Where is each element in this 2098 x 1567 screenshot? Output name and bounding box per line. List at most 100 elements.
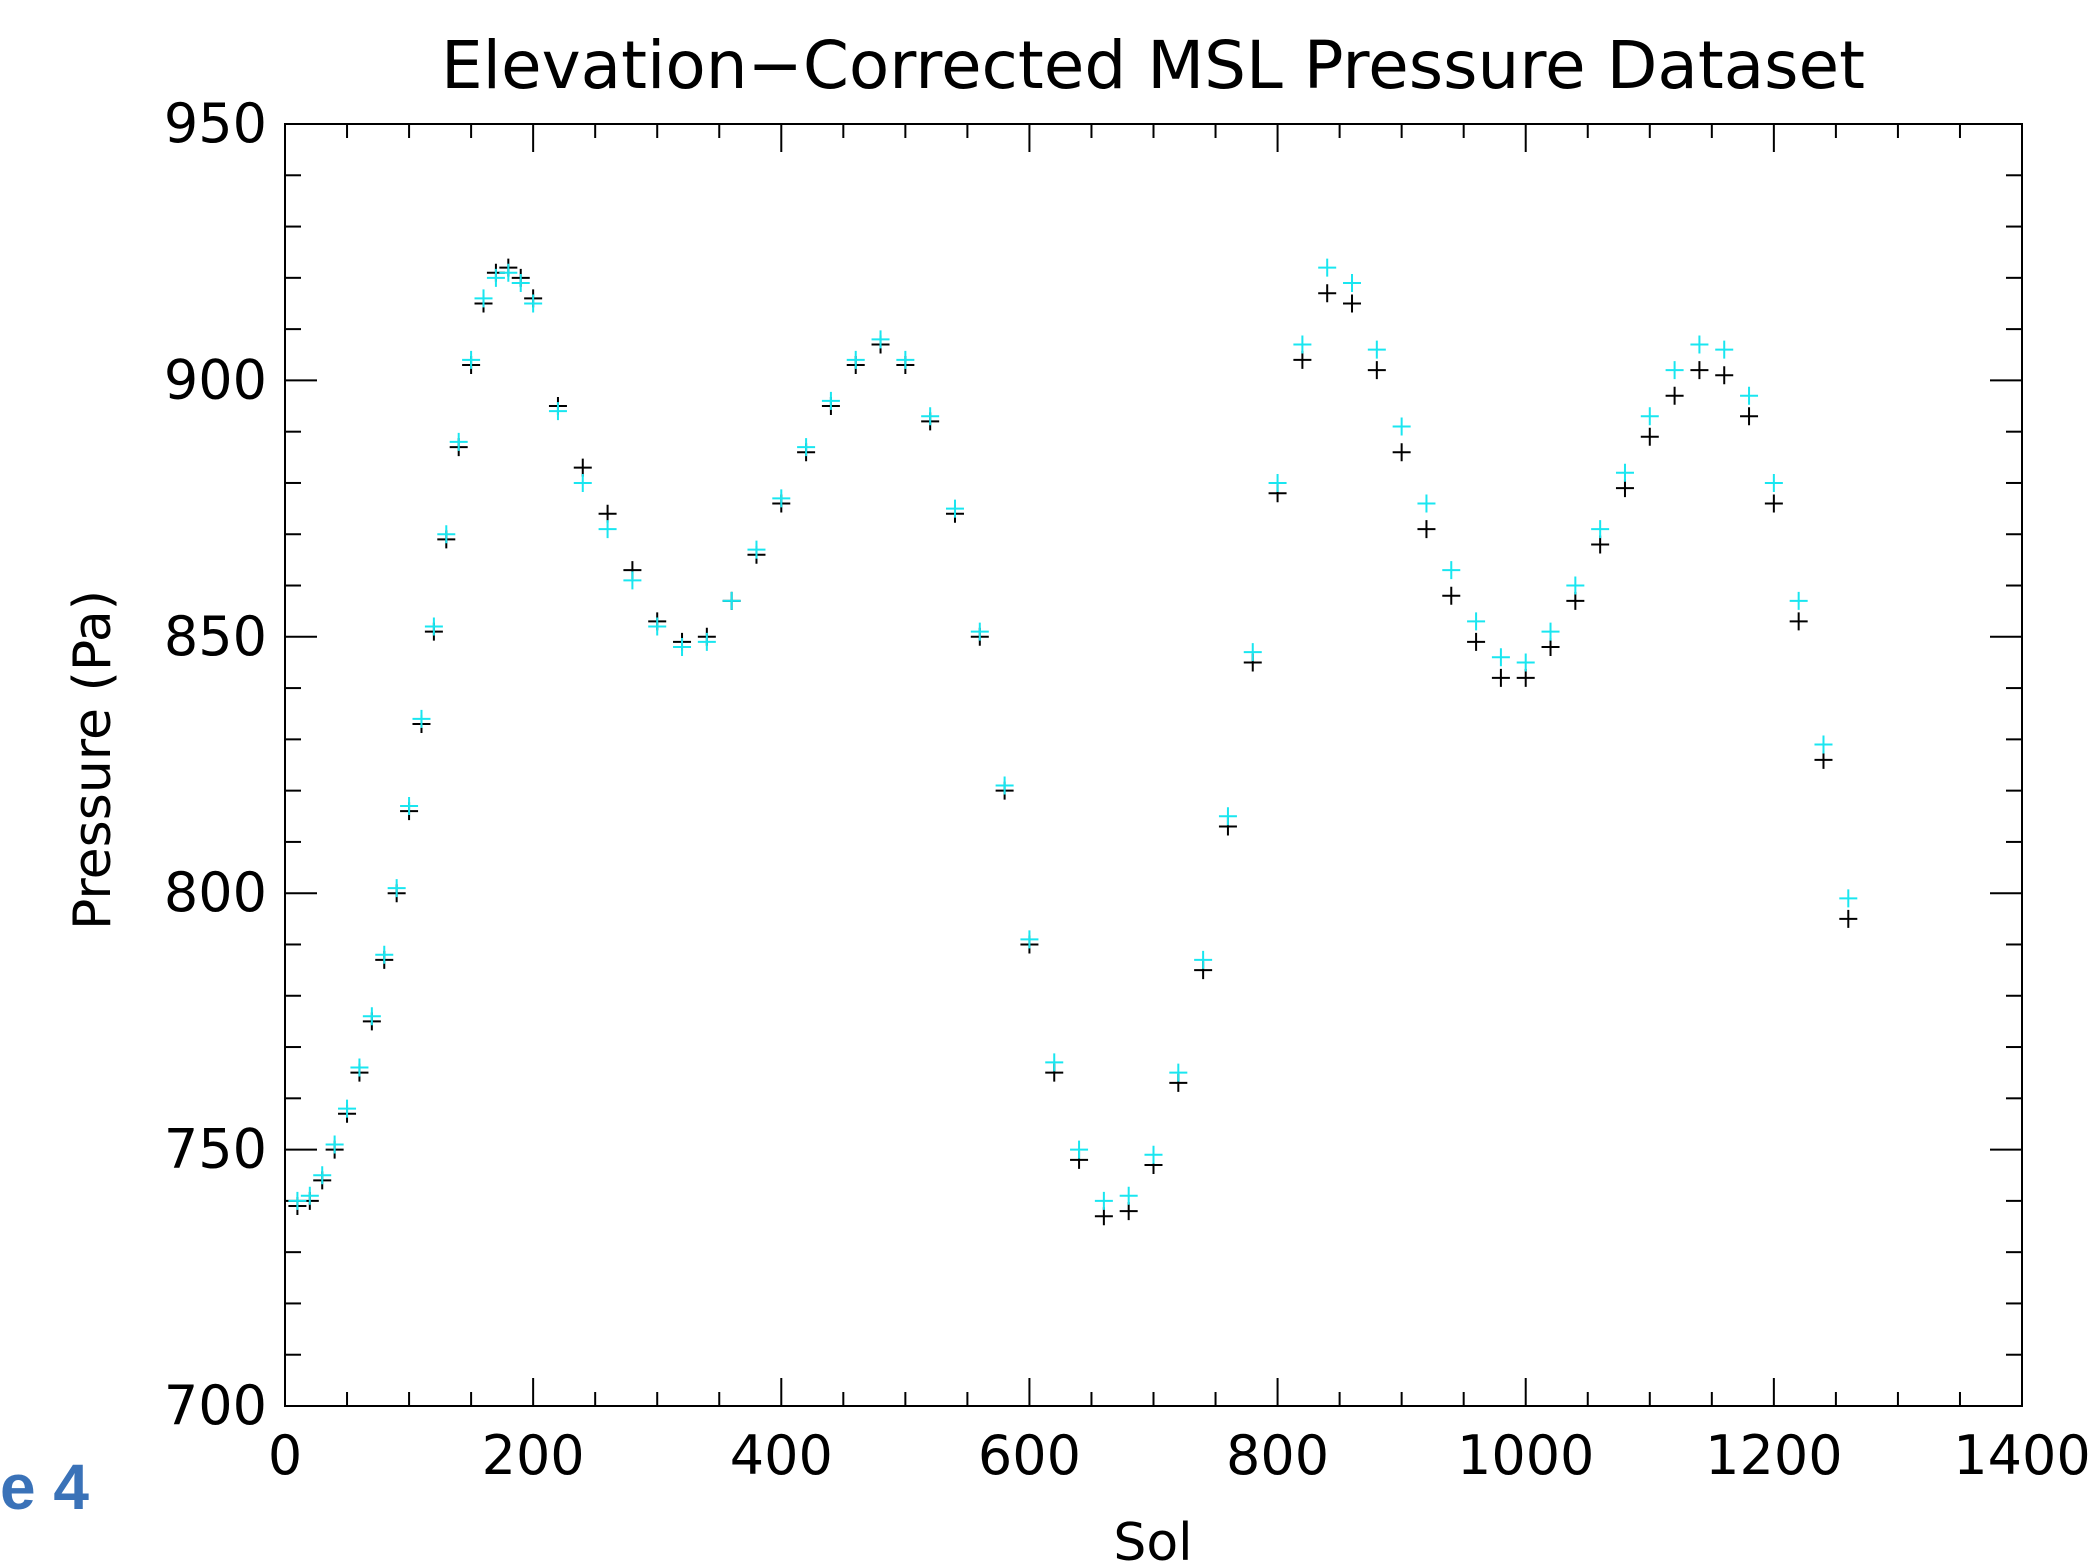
data-point (1367, 340, 1386, 359)
data-point (1318, 258, 1337, 277)
data-point (945, 499, 964, 518)
data-point (362, 1007, 381, 1026)
data-point (1094, 1207, 1113, 1226)
data-point (747, 540, 766, 559)
data-point (1144, 1145, 1163, 1164)
data-point (1591, 520, 1610, 539)
data-point (511, 273, 530, 292)
data-point (846, 350, 865, 369)
data-point (1417, 494, 1436, 513)
data-point (1764, 494, 1783, 513)
data-point (648, 617, 667, 636)
data-point (797, 438, 816, 457)
data-point (1615, 463, 1634, 482)
data-point (1467, 632, 1486, 651)
data-point (673, 638, 692, 657)
data-point (1541, 622, 1560, 641)
data-point (598, 520, 617, 539)
data-point (697, 632, 716, 651)
data-point (921, 407, 940, 426)
data-point (412, 709, 431, 728)
data-point (424, 617, 443, 636)
series-2 (288, 258, 1858, 1210)
data-point (1715, 340, 1734, 359)
data-point (1318, 284, 1337, 303)
data-point (1566, 576, 1585, 595)
data-point (1119, 1186, 1138, 1205)
x-tick-label: 1400 (1953, 1424, 2090, 1487)
data-point (474, 289, 493, 308)
data-point (1640, 427, 1659, 446)
data-point (1640, 407, 1659, 426)
y-axis-label: Pressure (Pa) (63, 590, 123, 930)
data-point (1119, 1202, 1138, 1221)
data-point (772, 489, 791, 508)
data-point (313, 1166, 332, 1185)
data-point (1491, 668, 1510, 687)
data-point (1839, 889, 1858, 908)
x-tick-label: 800 (1226, 1424, 1329, 1487)
data-point (1169, 1063, 1188, 1082)
data-point (1740, 407, 1759, 426)
x-tick-label: 1200 (1705, 1424, 1842, 1487)
data-point (1715, 366, 1734, 385)
data-points (288, 258, 1858, 1226)
data-point (300, 1186, 319, 1205)
data-point (1665, 361, 1684, 380)
data-point (995, 776, 1014, 795)
data-point (1343, 294, 1362, 313)
data-point (1491, 648, 1510, 667)
data-point (1268, 473, 1287, 492)
data-point (387, 879, 406, 898)
data-point (1541, 638, 1560, 657)
data-point (1615, 479, 1634, 498)
x-tick-label: 1000 (1457, 1424, 1594, 1487)
x-tick-label: 400 (730, 1424, 833, 1487)
data-point (1814, 750, 1833, 769)
chart-title: Elevation−Corrected MSL Pressure Dataset (441, 27, 1865, 104)
x-axis: 0 200 400 600 800 1000 1200 1400 (268, 124, 2091, 1487)
data-point (1293, 335, 1312, 354)
x-tick-label: 0 (268, 1424, 302, 1487)
data-point (623, 571, 642, 590)
data-point (598, 504, 617, 523)
data-point (1690, 361, 1709, 380)
y-tick-label: 900 (164, 348, 267, 411)
y-tick-label: 800 (164, 861, 267, 924)
y-axis: 700 750 800 850 900 950 (164, 92, 2022, 1437)
data-point (1417, 520, 1436, 539)
data-point (1094, 1191, 1113, 1210)
data-point (524, 294, 543, 313)
data-point (400, 797, 419, 816)
data-point (1591, 535, 1610, 554)
data-point (1194, 950, 1213, 969)
data-point (1293, 350, 1312, 369)
data-point (1367, 361, 1386, 380)
data-point (1392, 443, 1411, 462)
data-point (462, 350, 481, 369)
data-point (1516, 653, 1535, 672)
data-point (1467, 612, 1486, 631)
data-point (1740, 386, 1759, 405)
data-point (722, 591, 741, 610)
data-point (1814, 735, 1833, 754)
data-point (437, 525, 456, 544)
data-point (970, 622, 989, 641)
data-point (1070, 1140, 1089, 1159)
data-point (573, 473, 592, 492)
data-point (288, 1191, 307, 1210)
x-tick-label: 600 (978, 1424, 1081, 1487)
y-tick-label: 700 (164, 1374, 267, 1437)
data-point (1392, 417, 1411, 436)
data-point (1218, 807, 1237, 826)
data-point (1343, 273, 1362, 292)
data-point (896, 350, 915, 369)
y-tick-label: 750 (164, 1118, 267, 1181)
data-point (1839, 909, 1858, 928)
data-point (1516, 668, 1535, 687)
data-point (548, 402, 567, 421)
data-point (821, 391, 840, 410)
data-point (1045, 1053, 1064, 1072)
slide-number-fragment: e 4 (0, 1451, 89, 1523)
